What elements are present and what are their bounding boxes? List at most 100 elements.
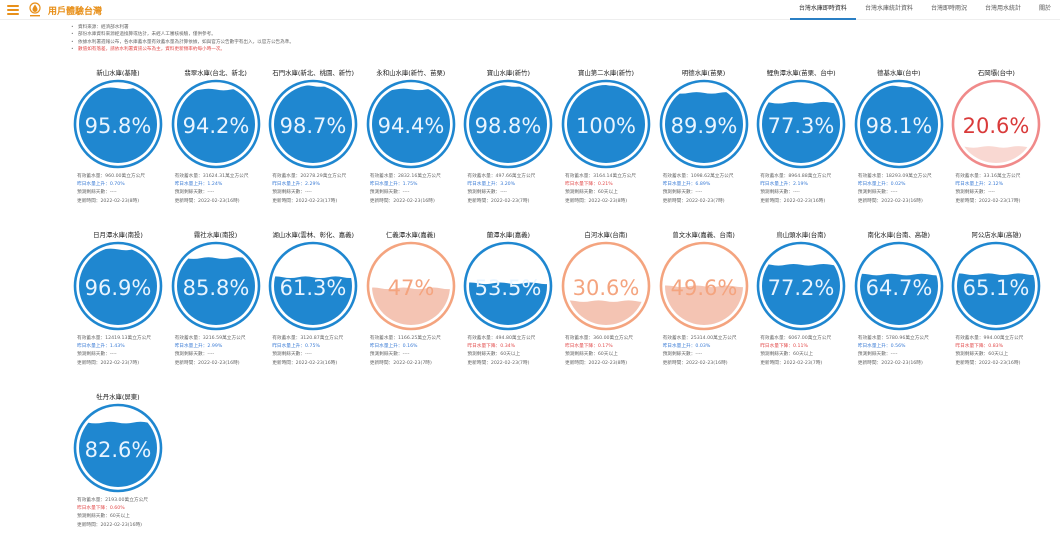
days-left-info-value: ---- — [988, 190, 995, 196]
percent-label: 49.6% — [670, 276, 737, 300]
daily-change-info-value: 2.19% — [793, 182, 808, 188]
daily-change-info-value: 0.21% — [597, 182, 613, 188]
reservoir-info: 有效蓄水量：18293.09萬立方公尺 昨日水量上升：0.02% 預測剩餘天數：--… — [858, 173, 948, 206]
daily-change-info-value: 0.03% — [695, 344, 711, 350]
reservoir-card[interactable]: 德基水庫(台中) 98.1% 有效蓄水量：18293.09萬立方公尺 昨日水量上升：0… — [853, 67, 945, 222]
days-left-info-label: 預測剩餘天數： — [272, 352, 306, 358]
water-level-gauge: 30.6% — [561, 241, 651, 331]
reservoir-card[interactable]: 翡翠水庫(台北、新北) 94.2% 有效蓄水量：31624.31萬立方公尺 昨日水量上… — [170, 67, 262, 222]
reservoir-card[interactable]: 牡丹水庫(屏東) 82.6% 有效蓄水量：2193.00萬立方公尺 昨日水量下降：0.… — [72, 391, 164, 539]
reservoir-card[interactable]: 日月潭水庫(南投) 96.9% 有效蓄水量：12419.13萬立方公尺 昨日水量上升：… — [72, 229, 164, 384]
days-left-info-label: 預測剩餘天數： — [662, 352, 696, 358]
reservoir-card[interactable]: 湖山水庫(雲林、彰化、嘉義) 61.3% 有效蓄水量：3120.87萬立方公尺 昨日水… — [267, 229, 359, 384]
gauge-ring — [171, 79, 260, 169]
days-left-info-label: 預測剩餘天數： — [77, 352, 110, 358]
water-level-gauge: 61.3% — [268, 241, 358, 331]
capacity-info-value: 12419.13萬立方公尺 — [105, 336, 151, 341]
reservoir-name: 德基水庫(台中) — [877, 69, 921, 77]
updated-info: 更新時間：2022-02-23(7時) — [663, 198, 753, 206]
daily-change-info-value: 1.43% — [109, 344, 125, 350]
tab-about[interactable]: 關於 — [1038, 5, 1051, 12]
reservoir-card[interactable]: 石門水庫(新北、桃園、新竹) 98.7% 有效蓄水量：20278.29萬立方公尺 昨日… — [267, 67, 359, 222]
app-title[interactable]: 用戶體驗台灣 — [48, 7, 103, 17]
days-left-info: 預測剩餘天數：---- — [663, 189, 753, 197]
capacity-info: 有效蓄水量：31624.31萬立方公尺 — [175, 173, 265, 181]
water-level-gauge: 47% — [366, 241, 456, 331]
reservoir-card[interactable]: 鯉魚潭水庫(苗栗、台中) 77.3% 有效蓄水量：8964.88萬立方公尺 昨日水量上… — [755, 67, 847, 222]
water-logo-icon[interactable] — [28, 2, 42, 18]
reservoir-card[interactable]: 新山水庫(基隆) 95.8% 有效蓄水量：960.00萬立方公尺 昨日水量上升：0.7… — [72, 67, 164, 222]
daily-change-info-label: 昨日水量上升： — [467, 182, 501, 188]
days-left-info: 預測剩餘天數：60天以上 — [565, 351, 655, 359]
gauge-ring — [659, 79, 748, 169]
updated-info-label: 更新時間： — [77, 360, 101, 366]
updated-info: 更新時間：2022-02-23(16時) — [760, 198, 850, 206]
days-left-info: 預測剩餘天數：---- — [955, 189, 1045, 197]
reservoir-card[interactable]: 白河水庫(台南) 30.6% 有效蓄水量：360.00萬立方公尺 昨日水量下降：0.1… — [560, 229, 652, 384]
updated-info-label: 更新時間： — [662, 360, 687, 366]
percent-label: 98.8% — [475, 114, 542, 138]
days-left-info: 預測剩餘天數：---- — [858, 351, 948, 359]
reservoir-card[interactable]: 仁義潭水庫(嘉義) 47% 有效蓄水量：1166.25萬立方公尺 昨日水量上升：0.1… — [365, 229, 457, 384]
percent-label: 98.1% — [865, 114, 932, 138]
gauge-ring — [366, 241, 456, 331]
reservoir-card[interactable]: 寶山水庫(新竹) 98.8% 有效蓄水量：497.66萬立方公尺 昨日水量上升：3.2… — [462, 67, 554, 222]
reservoir-card[interactable]: 石岡壩(台中) 20.6% 有效蓄水量：33.16萬立方公尺 昨日水量上升：2.12%… — [950, 67, 1042, 222]
updated-info-label: 更新時間： — [857, 360, 882, 366]
reservoir-info: 有效蓄水量：8964.88萬立方公尺 昨日水量上升：2.19% 預測剩餘天數：---… — [760, 173, 850, 206]
reservoir-card[interactable]: 永和山水庫(新竹、苗栗) 94.4% 有效蓄水量：2832.16萬立方公尺 昨日水量上… — [365, 67, 457, 222]
hamburger-menu-icon[interactable] — [6, 3, 20, 17]
tab-rainfall-realtime[interactable]: 台灣即時雨況 — [930, 5, 967, 12]
capacity-info-label: 有效蓄水量： — [77, 174, 106, 179]
days-left-info: 預測剩餘天數：---- — [467, 189, 557, 197]
updated-info-label: 更新時間： — [174, 198, 199, 204]
updated-info-value: 2022-02-23(7時) — [490, 198, 530, 204]
capacity-info: 有效蓄水量：5780.96萬立方公尺 — [858, 335, 948, 343]
daily-change-info: 昨日水量上升：1.24% — [175, 181, 265, 189]
reservoir-name: 曾文水庫(嘉義、台南) — [672, 231, 735, 239]
reservoir-card[interactable]: 阿公店水庫(高雄) 65.1% 有效蓄水量：994.00萬立方公尺 昨日水量下降：0.… — [950, 229, 1042, 384]
capacity-info: 有效蓄水量：20278.29萬立方公尺 — [272, 173, 362, 181]
reservoir-card[interactable]: 蘭潭水庫(嘉義) 53.5% 有效蓄水量：494.80萬立方公尺 昨日水量下降：0.3… — [462, 229, 554, 384]
tab-water-usage[interactable]: 台灣用水統計 — [984, 5, 1021, 12]
capacity-info-label: 有效蓄水量： — [565, 174, 594, 179]
gauge-ring — [73, 241, 163, 331]
updated-info-value: 2022-02-23(16時) — [393, 198, 435, 204]
days-left-info: 預測剩餘天數：---- — [175, 351, 265, 359]
daily-change-info: 昨日水量上升：0.03% — [663, 343, 753, 351]
reservoir-name: 湖山水庫(雲林、彰化、嘉義) — [272, 231, 355, 239]
capacity-info-value: 960.00萬立方公尺 — [105, 174, 145, 179]
gauge-ring — [756, 79, 846, 169]
days-left-info-label: 預測剩餘天數： — [857, 352, 891, 358]
daily-change-info-value: 2.99% — [207, 344, 223, 350]
days-left-info: 預測剩餘天數：---- — [272, 189, 362, 197]
reservoir-card[interactable]: 霧社水庫(南投) 85.8% 有效蓄水量：3216.59萬立方公尺 昨日水量上升：2.… — [170, 229, 262, 384]
capacity-info-label: 有效蓄水量： — [369, 336, 398, 341]
capacity-info-value: 2193.00萬立方公尺 — [105, 498, 148, 503]
reservoir-name: 石岡壩(台中) — [977, 69, 1015, 77]
updated-info-value: 2022-02-23(16時) — [686, 360, 728, 366]
days-left-info-label: 預測剩餘天數： — [467, 352, 501, 358]
percent-label: 20.6% — [963, 114, 1030, 138]
percent-label: 64.7% — [865, 276, 932, 300]
daily-change-info-label: 昨日水量下降： — [565, 182, 598, 188]
tab-reservoir-statistics[interactable]: 台灣水庫統計資料 — [864, 5, 913, 12]
daily-change-info-value: 0.60% — [109, 506, 125, 512]
daily-change-info-value: 6.89% — [695, 182, 711, 188]
water-level-gauge: 85.8% — [171, 241, 260, 331]
reservoir-card[interactable]: 寶山第二水庫(新竹) 100% 有效蓄水量：3164.14萬立方公尺 昨日水量下降：0… — [560, 67, 652, 222]
capacity-info: 有效蓄水量：360.00萬立方公尺 — [565, 335, 655, 343]
tab-reservoir-realtime[interactable]: 台灣水庫即時資料 — [789, 0, 856, 20]
reservoir-card[interactable]: 明德水庫(苗栗) 89.9% 有效蓄水量：1098.62萬立方公尺 昨日水量上升：6.… — [658, 67, 750, 222]
reservoir-info: 有效蓄水量：33.16萬立方公尺 昨日水量上升：2.12% 預測剩餘天數：---- 更… — [955, 173, 1045, 206]
daily-change-info-label: 昨日水量下降： — [760, 344, 794, 350]
reservoir-name: 白河水庫(台南) — [584, 231, 628, 239]
updated-info-label: 更新時間： — [272, 360, 296, 366]
reservoir-card[interactable]: 烏山頭水庫(台南) 77.2% 有效蓄水量：6067.00萬立方公尺 昨日水量下降：0… — [755, 229, 847, 384]
reservoir-card[interactable]: 曾文水庫(嘉義、台南) 49.6% 有效蓄水量：25314.00萬立方公尺 昨日水量上… — [658, 229, 750, 384]
days-left-info-value: 60天以上 — [988, 352, 1009, 358]
capacity-info: 有效蓄水量：6067.00萬立方公尺 — [760, 335, 850, 343]
updated-info-label: 更新時間： — [955, 360, 979, 366]
days-left-info: 預測剩餘天數：60天以上 — [467, 351, 557, 359]
reservoir-card[interactable]: 南化水庫(台南、高雄) 64.7% 有效蓄水量：5780.96萬立方公尺 昨日水量上升… — [853, 229, 945, 384]
